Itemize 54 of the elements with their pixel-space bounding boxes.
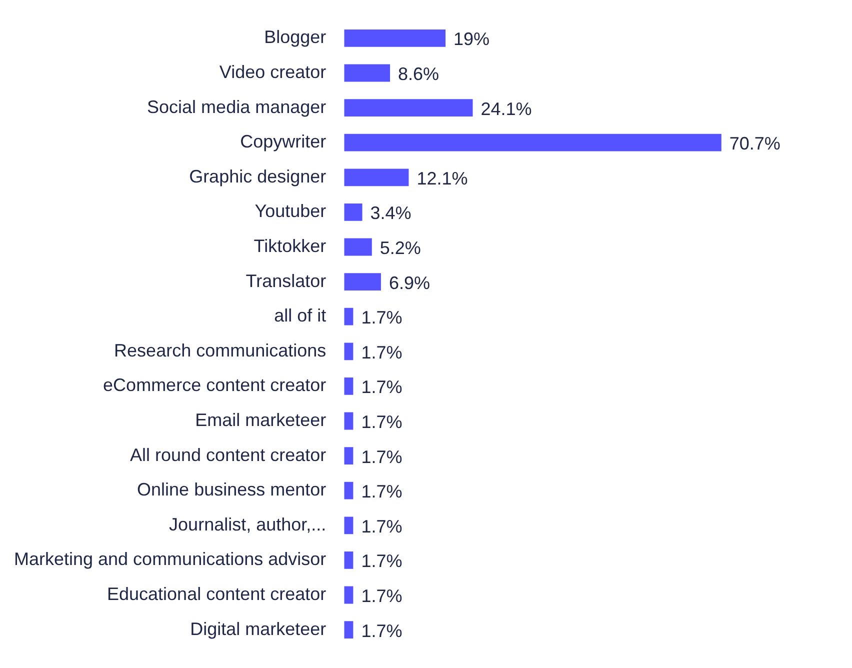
data-label: 1.7%: [361, 446, 402, 467]
bar: [344, 621, 354, 638]
data-label: 19%: [454, 29, 490, 50]
y-tick-label: Online business mentor: [137, 480, 326, 500]
data-label: 3.4%: [370, 203, 412, 224]
data-label: 8.6%: [398, 64, 440, 84]
bar: [344, 482, 354, 500]
y-tick-label: Research communications: [114, 340, 326, 360]
data-label: 12.1%: [416, 168, 468, 188]
y-tick-label: eCommerce content creator: [103, 375, 326, 396]
data-label: 1.7%: [361, 342, 402, 362]
y-tick-label: Translator: [246, 270, 326, 291]
y-tick-label: Blogger: [264, 27, 326, 48]
bar: [344, 99, 473, 116]
y-tick-label: Video creator: [219, 62, 326, 82]
data-label: 1.7%: [361, 377, 402, 398]
y-tick-label: All round content creator: [130, 444, 326, 465]
y-tick-label: Journalist, author,...: [169, 514, 326, 534]
data-label: 1.7%: [361, 482, 402, 502]
bar: [344, 168, 409, 186]
y-tick-label: Graphic designer: [189, 166, 326, 186]
data-label: 1.7%: [361, 516, 402, 536]
y-tick-label: Educational content creator: [107, 584, 326, 604]
y-tick-label: Marketing and communications advisor: [14, 549, 326, 570]
bar: [344, 516, 354, 534]
y-tick-label: Email marketeer: [195, 410, 326, 430]
bar: [344, 552, 354, 569]
y-tick-label: Tiktokker: [254, 236, 326, 256]
data-label: 1.7%: [361, 308, 402, 328]
data-label: 1.7%: [361, 551, 402, 572]
data-label: 1.7%: [361, 586, 402, 606]
data-label: 6.9%: [388, 272, 430, 293]
bar: [344, 30, 446, 47]
data-label: 24.1%: [480, 98, 532, 119]
data-label: 5.2%: [380, 238, 421, 258]
y-tick-label: Youtuber: [254, 201, 326, 222]
bar: [344, 273, 381, 290]
bar: [344, 447, 354, 464]
data-label: 70.7%: [729, 134, 780, 154]
y-tick-label: Copywriter: [240, 132, 326, 152]
bar: [344, 238, 372, 256]
bar: [344, 378, 354, 395]
bar: [344, 64, 390, 82]
bar: [344, 308, 354, 326]
y-tick-label: all of it: [274, 306, 326, 326]
bar: [344, 134, 722, 152]
bar: [344, 204, 362, 221]
data-label: 1.7%: [361, 620, 402, 641]
data-label: 1.7%: [361, 412, 402, 432]
bar: [344, 342, 354, 360]
bar: [344, 586, 354, 604]
y-tick-label: Digital marketeer: [190, 618, 326, 639]
bar: [344, 412, 354, 430]
y-tick-label: Social media manager: [147, 96, 326, 117]
